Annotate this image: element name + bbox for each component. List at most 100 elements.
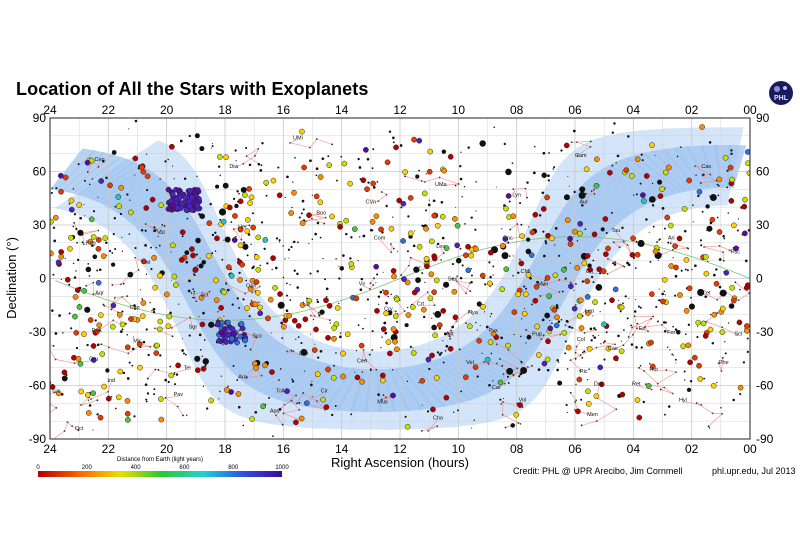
- star-mark: [509, 255, 511, 257]
- constellation-star: [525, 329, 528, 331]
- star-mark: [555, 304, 559, 307]
- star-mark: [186, 414, 188, 416]
- star-mark: [75, 346, 79, 350]
- exoplanet-host-marker: [249, 416, 255, 422]
- star-mark: [507, 382, 510, 384]
- star-mark: [512, 255, 514, 257]
- milky-way-inner: [485, 326, 536, 354]
- x-tick-label-top: 20: [160, 103, 174, 117]
- exoplanet-host-marker: [81, 288, 88, 294]
- constellation-star: [404, 175, 406, 178]
- milky-way-inner: [488, 323, 539, 351]
- star-mark: [232, 365, 235, 368]
- star-mark: [683, 370, 686, 373]
- milky-way-inner: [565, 201, 617, 229]
- constellation-label: Cas: [701, 164, 711, 170]
- star-mark: [211, 252, 214, 255]
- star-mark: [396, 320, 399, 323]
- star-mark: [542, 151, 546, 155]
- star-mark: [663, 227, 666, 230]
- star-mark: [627, 135, 630, 138]
- exoplanet-host-marker: [137, 364, 143, 371]
- exoplanet-host-marker: [585, 310, 591, 316]
- exoplanet-host-marker: [364, 186, 370, 192]
- star-mark: [457, 409, 459, 412]
- star-mark: [201, 355, 203, 357]
- constellation-line: [584, 329, 596, 334]
- star-mark: [102, 160, 105, 163]
- star-mark: [371, 167, 374, 170]
- star-mark: [244, 344, 247, 347]
- star-mark: [91, 244, 94, 247]
- exoplanet-host-marker: [612, 286, 619, 293]
- exoplanet-host-marker: [517, 402, 523, 408]
- star-mark: [111, 251, 114, 254]
- star-mark: [153, 226, 156, 229]
- exoplanet-host-marker: [326, 162, 333, 169]
- star-mark: [291, 206, 293, 209]
- exoplanet-host-marker: [722, 154, 729, 161]
- constellation-label: Tau: [611, 228, 620, 234]
- constellation-label: Sct: [201, 292, 209, 298]
- exoplanet-host-marker: [634, 397, 641, 403]
- colorbar-title: Distance from Earth (light years): [117, 457, 203, 463]
- star-mark: [250, 243, 252, 246]
- exoplanet-host-marker: [87, 238, 94, 245]
- exoplanet-host-marker: [699, 124, 705, 130]
- star-mark: [637, 305, 640, 308]
- exoplanet-host-marker: [228, 272, 235, 279]
- exoplanet-host-marker: [67, 245, 73, 252]
- star-mark: [524, 307, 526, 309]
- exoplanet-host-marker: [286, 312, 293, 319]
- constellation-star: [627, 336, 630, 338]
- star-mark: [87, 399, 90, 401]
- star-mark: [242, 424, 245, 427]
- exoplanet-host-marker: [591, 231, 598, 238]
- y-tick-label-left: 60: [33, 165, 47, 179]
- star-mark: [333, 364, 335, 367]
- exoplanet-host-marker: [351, 226, 358, 232]
- constellation-label: Peg: [86, 241, 96, 247]
- star-mark: [321, 157, 325, 161]
- star-mark: [188, 279, 191, 283]
- milky-way-inner: [215, 328, 267, 356]
- star-mark: [592, 315, 594, 317]
- star-mark: [388, 130, 392, 133]
- star-mark: [501, 228, 503, 230]
- exoplanet-host-marker: [547, 325, 554, 332]
- star-mark: [667, 241, 670, 244]
- exoplanet-host-marker: [571, 228, 578, 235]
- star-mark: [742, 361, 746, 364]
- star-mark: [684, 268, 687, 271]
- star-mark: [551, 322, 553, 325]
- star-mark: [245, 146, 248, 150]
- star-mark: [528, 226, 530, 228]
- exoplanet-host-marker: [676, 235, 683, 242]
- exoplanet-host-marker: [407, 230, 414, 237]
- exoplanet-host-marker: [284, 388, 290, 394]
- exoplanet-host-marker: [672, 243, 678, 249]
- star-mark: [192, 296, 195, 299]
- exoplanet-host-marker: [451, 216, 458, 222]
- exoplanet-host-marker: [105, 395, 112, 402]
- exoplanet-host-marker: [426, 168, 433, 175]
- exoplanet-host-marker: [237, 198, 244, 205]
- star-mark: [612, 262, 615, 265]
- exoplanet-host-marker: [329, 213, 335, 220]
- constellation-line: [439, 177, 459, 185]
- star-mark: [152, 311, 156, 314]
- x-tick-label-bottom: 02: [685, 442, 699, 456]
- star-mark: [231, 303, 234, 306]
- exoplanet-host-marker: [325, 334, 331, 341]
- exoplanet-host-marker: [746, 170, 750, 177]
- constellation-line: [576, 141, 591, 148]
- constellation-line: [98, 160, 100, 167]
- constellation-line: [570, 354, 581, 361]
- exoplanet-host-marker: [303, 400, 310, 407]
- star-mark: [110, 396, 113, 398]
- exoplanet-host-marker: [390, 392, 396, 399]
- star-mark: [672, 257, 674, 259]
- star-mark: [684, 333, 687, 336]
- star-mark: [96, 269, 99, 272]
- exoplanet-host-marker: [416, 137, 423, 144]
